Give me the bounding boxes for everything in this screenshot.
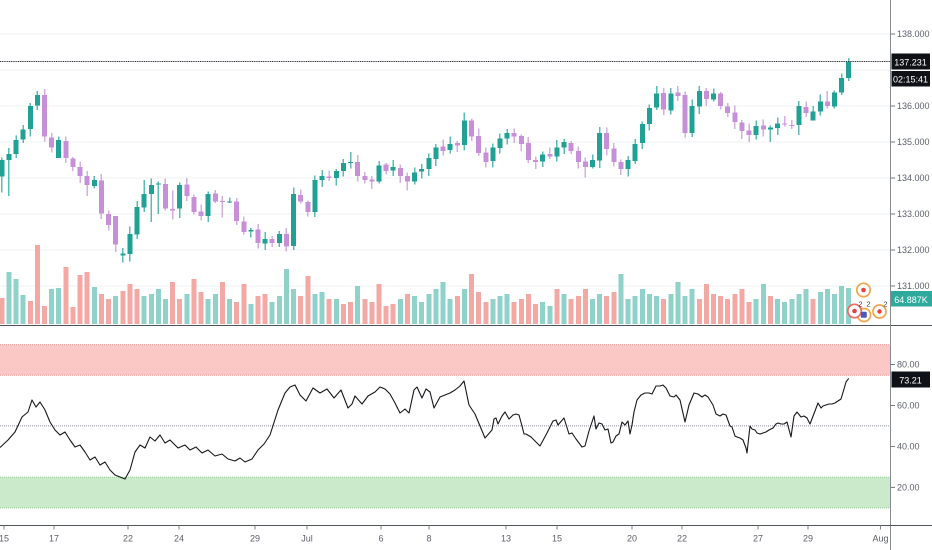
svg-text:138.000: 138.000 xyxy=(897,29,930,39)
svg-text:6: 6 xyxy=(378,534,383,544)
svg-text:132.000: 132.000 xyxy=(897,245,930,255)
svg-text:64.887K: 64.887K xyxy=(894,295,928,305)
svg-text:73.21: 73.21 xyxy=(899,376,922,386)
svg-text:8: 8 xyxy=(426,534,431,544)
svg-text:22: 22 xyxy=(123,534,133,544)
svg-text:22: 22 xyxy=(677,534,687,544)
svg-text:2: 2 xyxy=(883,300,887,309)
svg-text:15: 15 xyxy=(552,534,562,544)
svg-text:29: 29 xyxy=(803,534,813,544)
svg-text:60.00: 60.00 xyxy=(897,401,920,411)
svg-text:Jul: Jul xyxy=(301,534,313,544)
svg-text:17: 17 xyxy=(49,534,59,544)
svg-text:131.000: 131.000 xyxy=(897,281,930,291)
svg-text:15: 15 xyxy=(0,534,9,544)
svg-text:24: 24 xyxy=(174,534,184,544)
svg-text:136.000: 136.000 xyxy=(897,101,930,111)
svg-text:2: 2 xyxy=(858,300,862,309)
svg-text:20.00: 20.00 xyxy=(897,483,920,493)
svg-text:80.00: 80.00 xyxy=(897,360,920,370)
svg-text:2: 2 xyxy=(866,300,870,309)
svg-text:29: 29 xyxy=(250,534,260,544)
svg-text:20: 20 xyxy=(627,534,637,544)
svg-text:137.231: 137.231 xyxy=(894,58,927,68)
svg-text:40.00: 40.00 xyxy=(897,442,920,452)
svg-text:134.000: 134.000 xyxy=(897,173,930,183)
svg-text:27: 27 xyxy=(753,534,763,544)
svg-text:Aug: Aug xyxy=(872,534,888,544)
svg-text:13: 13 xyxy=(501,534,511,544)
svg-text:02:15:41: 02:15:41 xyxy=(893,75,928,85)
svg-text:135.000: 135.000 xyxy=(897,137,930,147)
svg-text:133.000: 133.000 xyxy=(897,209,930,219)
